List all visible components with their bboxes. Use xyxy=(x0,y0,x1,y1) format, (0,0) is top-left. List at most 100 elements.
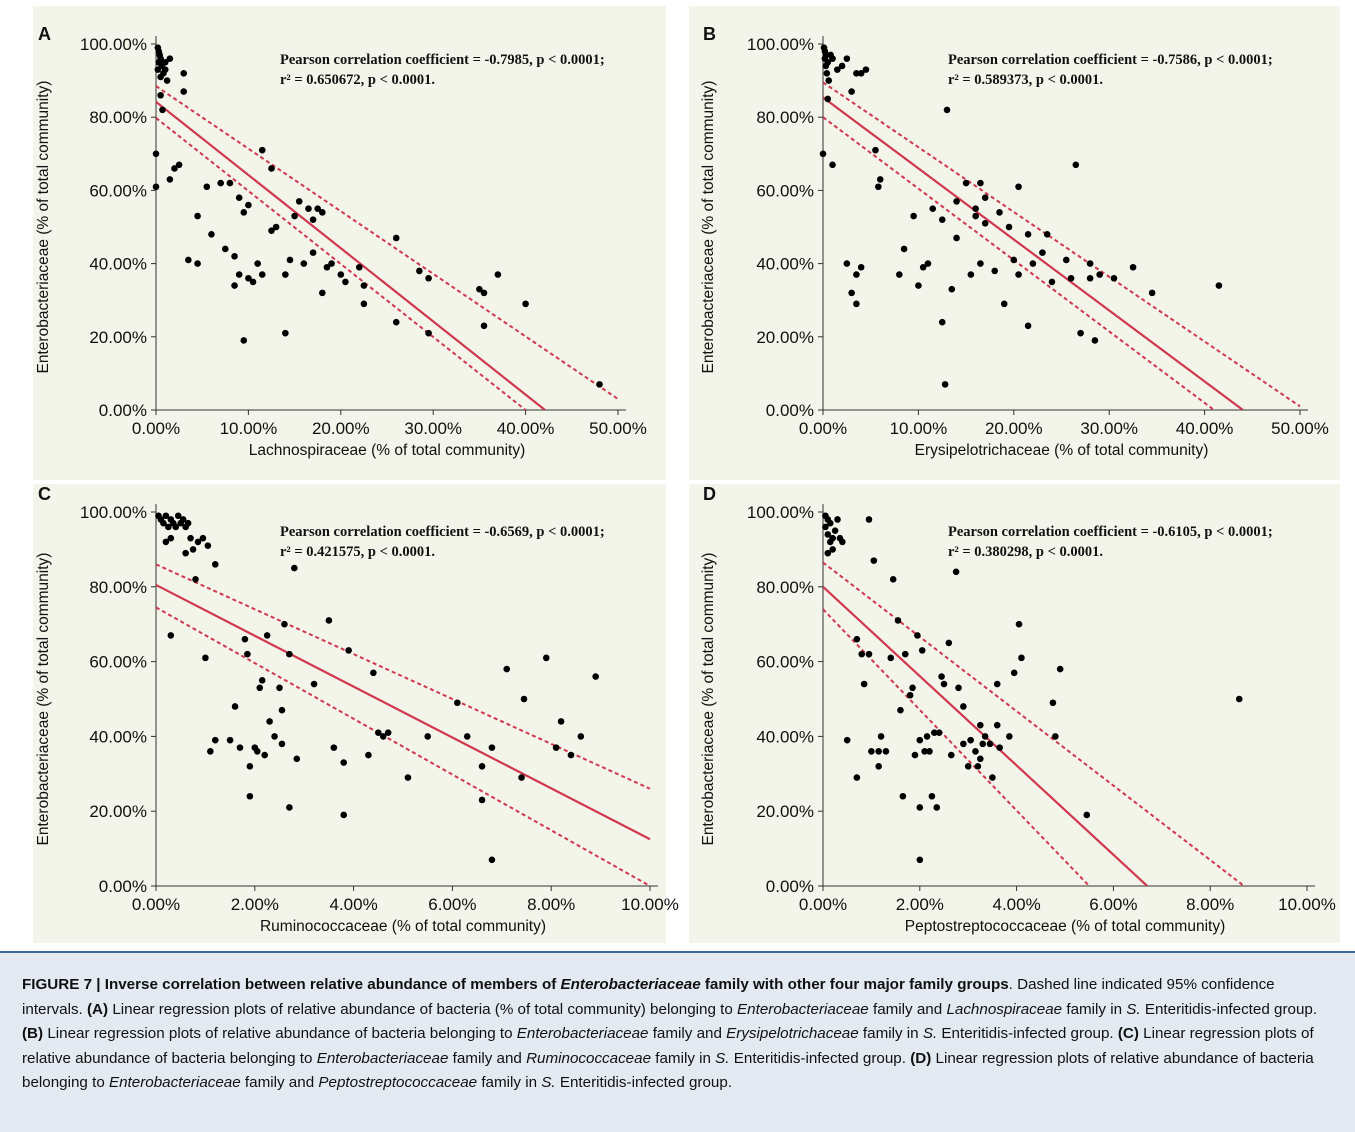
caption-d-family2: Peptostreptococcaceae xyxy=(318,1074,478,1091)
data-point xyxy=(392,234,400,242)
data-point xyxy=(522,300,529,308)
data-point xyxy=(1015,183,1022,191)
data-point xyxy=(865,516,873,523)
caption-d-text4: Enteritidis-infected group. xyxy=(555,1074,733,1091)
data-point xyxy=(977,179,984,187)
x-tick-label: 50.00% xyxy=(1271,419,1329,438)
data-point xyxy=(1052,733,1059,740)
data-point xyxy=(174,512,182,520)
data-point xyxy=(231,252,238,260)
data-point xyxy=(938,318,946,326)
data-point xyxy=(258,271,266,278)
data-point xyxy=(480,289,488,297)
data-point xyxy=(825,77,833,84)
data-point xyxy=(996,209,1003,216)
data-point xyxy=(520,695,528,703)
data-point xyxy=(319,289,326,297)
x-axis-label: Peptostreptococcaceae (% of total commun… xyxy=(905,918,1225,935)
data-point xyxy=(993,721,1001,729)
data-point xyxy=(916,804,924,811)
data-point xyxy=(862,66,870,73)
data-point xyxy=(960,740,967,748)
data-point xyxy=(910,212,917,220)
data-point xyxy=(286,804,293,811)
data-point xyxy=(882,748,890,755)
data-point xyxy=(860,680,868,688)
caption-b-family1: Enterobacteriaceae xyxy=(516,1025,649,1042)
data-point xyxy=(1039,249,1046,256)
data-point xyxy=(1024,322,1032,330)
data-point xyxy=(166,176,174,183)
data-point xyxy=(258,146,266,154)
panel-d: 0.00% 20.00% 40.00% 60.00% 80.00% 100.00% 0.00… xyxy=(700,484,1336,935)
caption-d-genus: S. xyxy=(541,1074,556,1091)
data-point xyxy=(977,755,984,763)
y-tick-label: 80.00% xyxy=(89,108,147,127)
data-point xyxy=(323,263,331,271)
data-point xyxy=(166,55,174,62)
data-point xyxy=(476,285,483,293)
data-point xyxy=(557,718,565,725)
data-point xyxy=(167,534,175,542)
data-point xyxy=(938,673,945,680)
data-point xyxy=(192,576,199,583)
caption-d-text2: family and xyxy=(240,1074,319,1091)
data-point xyxy=(254,260,261,267)
y-tick-label: 20.00% xyxy=(756,328,814,347)
data-point xyxy=(167,632,175,639)
data-point xyxy=(914,632,921,639)
ci-upper-line xyxy=(823,561,1245,886)
data-point xyxy=(165,523,172,531)
figure-caption: FIGURE 7 | Inverse correlation between r… xyxy=(0,951,1355,1132)
data-point xyxy=(211,561,219,568)
data-point xyxy=(161,59,169,66)
y-tick-label: 0.00% xyxy=(766,401,814,420)
stats-r2: r² = 0.380298, p < 0.0001. xyxy=(948,544,1103,560)
panel-b: 0.00% 20.00% 40.00% 60.00% 80.00% 100.00% 0.00… xyxy=(700,24,1329,459)
data-point xyxy=(1077,329,1084,337)
caption-b-family2: Erysipelotrichaceae xyxy=(726,1025,859,1042)
data-point xyxy=(929,205,937,212)
y-tick-label: 80.00% xyxy=(756,578,814,597)
data-point xyxy=(194,260,201,267)
data-point xyxy=(160,519,167,527)
data-point xyxy=(1091,337,1099,344)
caption-b-text4: Enteritidis-infected group. xyxy=(937,1025,1118,1042)
data-point xyxy=(848,289,855,297)
data-point xyxy=(1072,161,1080,169)
data-point xyxy=(305,205,312,212)
data-point xyxy=(204,542,212,549)
x-tick-label: 10.00% xyxy=(890,419,948,438)
data-point xyxy=(282,329,289,337)
data-point xyxy=(933,804,941,811)
data-point xyxy=(424,733,432,740)
data-point xyxy=(962,179,970,187)
x-tick-label: 30.00% xyxy=(1080,419,1138,438)
data-point xyxy=(899,792,907,800)
data-point xyxy=(943,106,951,114)
y-tick-label: 80.00% xyxy=(89,578,147,597)
x-tick-label: 6.00% xyxy=(1089,895,1137,914)
data-point xyxy=(967,736,974,744)
caption-a-family1: Enterobacteriaceae xyxy=(737,1000,869,1018)
data-point xyxy=(928,792,936,800)
data-point xyxy=(157,91,164,99)
caption-title: FIGURE 7 | Inverse correlation between r… xyxy=(22,976,1009,993)
data-point xyxy=(915,282,922,289)
data-point xyxy=(1235,695,1243,703)
data-point xyxy=(918,647,926,654)
x-tick-label: 40.00% xyxy=(1176,419,1234,438)
caption-c-genus: S. xyxy=(715,1049,730,1067)
x-tick-label: 2.00% xyxy=(896,895,944,914)
y-tick-label: 20.00% xyxy=(756,802,814,821)
data-point xyxy=(226,179,234,187)
data-point xyxy=(152,150,160,158)
data-point xyxy=(240,337,248,344)
data-point xyxy=(843,736,851,744)
data-point xyxy=(960,703,967,710)
y-tick-label: 0.00% xyxy=(99,401,147,420)
data-point xyxy=(163,77,171,84)
data-point xyxy=(392,318,400,326)
data-point xyxy=(1024,231,1032,238)
caption-b-text3: family in xyxy=(858,1025,923,1042)
